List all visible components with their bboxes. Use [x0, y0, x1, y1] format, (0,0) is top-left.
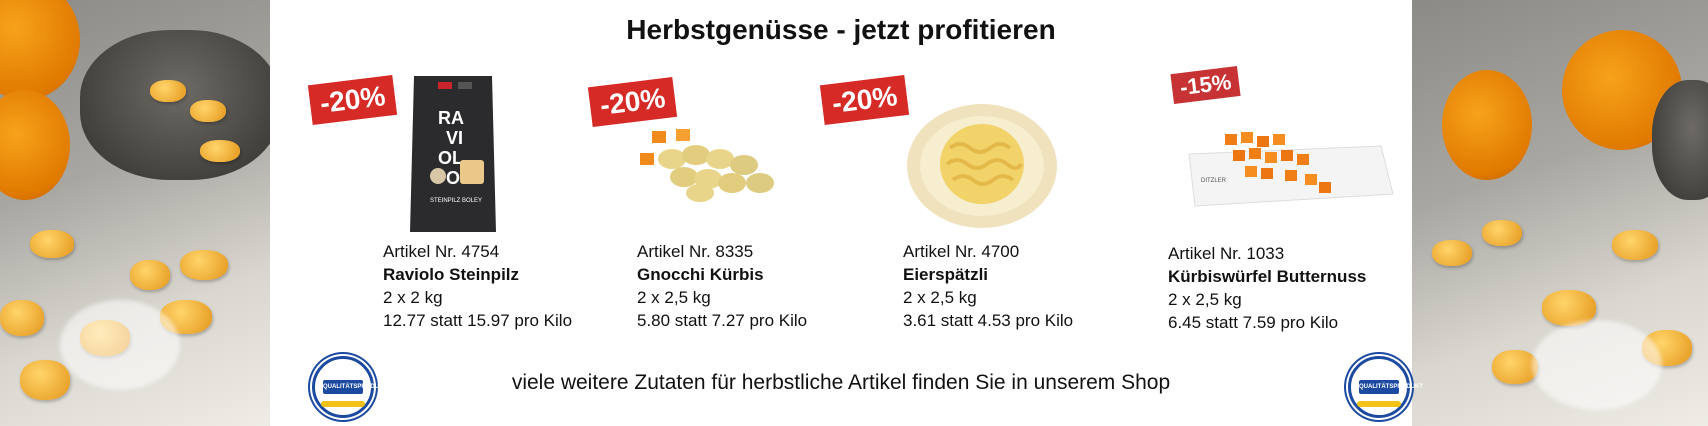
price-text: 12.77 statt 15.97 pro Kilo: [383, 311, 573, 330]
product-image-spaetzli[interactable]: [905, 98, 1059, 234]
gnocchi-piece: [200, 140, 240, 162]
page-title: Herbstgenüsse - jetzt profitieren: [626, 14, 1056, 45]
gnocchi-piece: [0, 300, 44, 336]
stone-bowl: [1652, 80, 1708, 200]
price-text: 6.45 statt 7.59 pro Kilo: [1168, 313, 1339, 332]
discount-badge: -20%: [587, 76, 678, 128]
product-image-kuerbiswuerfel[interactable]: DITZLER: [1185, 124, 1395, 208]
package-size: 2 x 2,5 kg: [903, 288, 977, 307]
package-size: 2 x 2,5 kg: [637, 288, 711, 307]
gnocchi-piece: [180, 250, 228, 280]
right-food-photo: [1412, 0, 1708, 426]
gnocchi-piece: [1432, 240, 1472, 266]
gnocchi-piece: [1492, 350, 1538, 384]
bag-subtitle: STEINPILZ BOLEY: [430, 198, 482, 204]
discount-badge: -20%: [307, 74, 398, 126]
bag-text: RA: [438, 108, 464, 128]
price-text: 3.61 statt 4.53 pro Kilo: [903, 311, 1074, 330]
raviolo-bag-icon: RA VI OL O STEINPILZ BOLEY: [410, 76, 496, 232]
seal-stripe: [1357, 401, 1401, 407]
article-number: Artikel Nr. 4700: [903, 242, 1020, 261]
pumpkin-cubes-plate-icon: DITZLER: [1188, 132, 1394, 207]
bag-text: O: [446, 168, 460, 188]
product-info: Artikel Nr. 1033 Kürbiswürfel Butternuss…: [1168, 242, 1366, 334]
flour-dust: [60, 300, 180, 390]
stone-bowl: [80, 30, 280, 180]
gnocchi-icon: [640, 129, 774, 202]
gnocchi-piece: [20, 360, 70, 400]
gnocchi-piece: [30, 230, 74, 258]
pumpkin-piece: [0, 90, 70, 200]
product-info: Artikel Nr. 4754 Raviolo Steinpilz 2 x 2…: [383, 240, 572, 332]
promo-panel: Herbstgenüsse - jetzt profitieren -20% R…: [270, 0, 1423, 426]
gnocchi-piece: [150, 80, 186, 102]
price-text: 5.80 statt 7.27 pro Kilo: [637, 311, 808, 330]
discount-badge: -20%: [819, 74, 910, 126]
seal-label: QUALITÄTSPRODUKT: [1359, 380, 1423, 394]
plate-label: DITZLER: [1201, 178, 1227, 184]
article-number: Artikel Nr. 4754: [383, 242, 500, 261]
pumpkin-piece: [1442, 70, 1532, 180]
product-image-gnocchi[interactable]: [632, 125, 782, 205]
gnocchi-piece: [1612, 230, 1658, 260]
seal-label: QUALITÄTSPRODUKT: [323, 380, 387, 394]
package-size: 2 x 2 kg: [383, 288, 443, 307]
product-name[interactable]: Eierspätzli: [903, 265, 989, 284]
quality-seal-icon: QUALITÄTSPRODUKT: [312, 356, 387, 418]
flour-dust: [1532, 320, 1662, 410]
product-info: Artikel Nr. 4700 Eierspätzli 2 x 2,5 kg …: [903, 240, 1073, 332]
spaetzli-plate-icon: [907, 104, 1057, 228]
quality-seal-icon: QUALITÄTSPRODUKT: [1348, 356, 1423, 418]
discount-badge: -15%: [1170, 66, 1241, 104]
gnocchi-piece: [130, 260, 170, 290]
left-food-photo: [0, 0, 280, 426]
seal-stripe: [321, 401, 365, 407]
package-size: 2 x 2,5 kg: [1168, 290, 1242, 309]
pumpkin-piece: [0, 0, 80, 100]
article-number: Artikel Nr. 8335: [637, 242, 754, 261]
gnocchi-piece: [1482, 220, 1522, 246]
shop-link-text[interactable]: viele weitere Zutaten für herbstliche Ar…: [511, 371, 1171, 394]
product-image-raviolo[interactable]: RA VI OL O STEINPILZ BOLEY: [408, 72, 498, 236]
bag-text: VI: [446, 128, 463, 148]
product-name[interactable]: Raviolo Steinpilz: [383, 265, 520, 284]
product-info: Artikel Nr. 8335 Gnocchi Kürbis 2 x 2,5 …: [637, 240, 807, 332]
product-name[interactable]: Kürbiswürfel Butternuss: [1168, 267, 1367, 286]
product-name[interactable]: Gnocchi Kürbis: [637, 265, 764, 284]
bag-text: OL: [438, 148, 463, 168]
article-number: Artikel Nr. 1033: [1168, 244, 1285, 263]
gnocchi-piece: [190, 100, 226, 122]
